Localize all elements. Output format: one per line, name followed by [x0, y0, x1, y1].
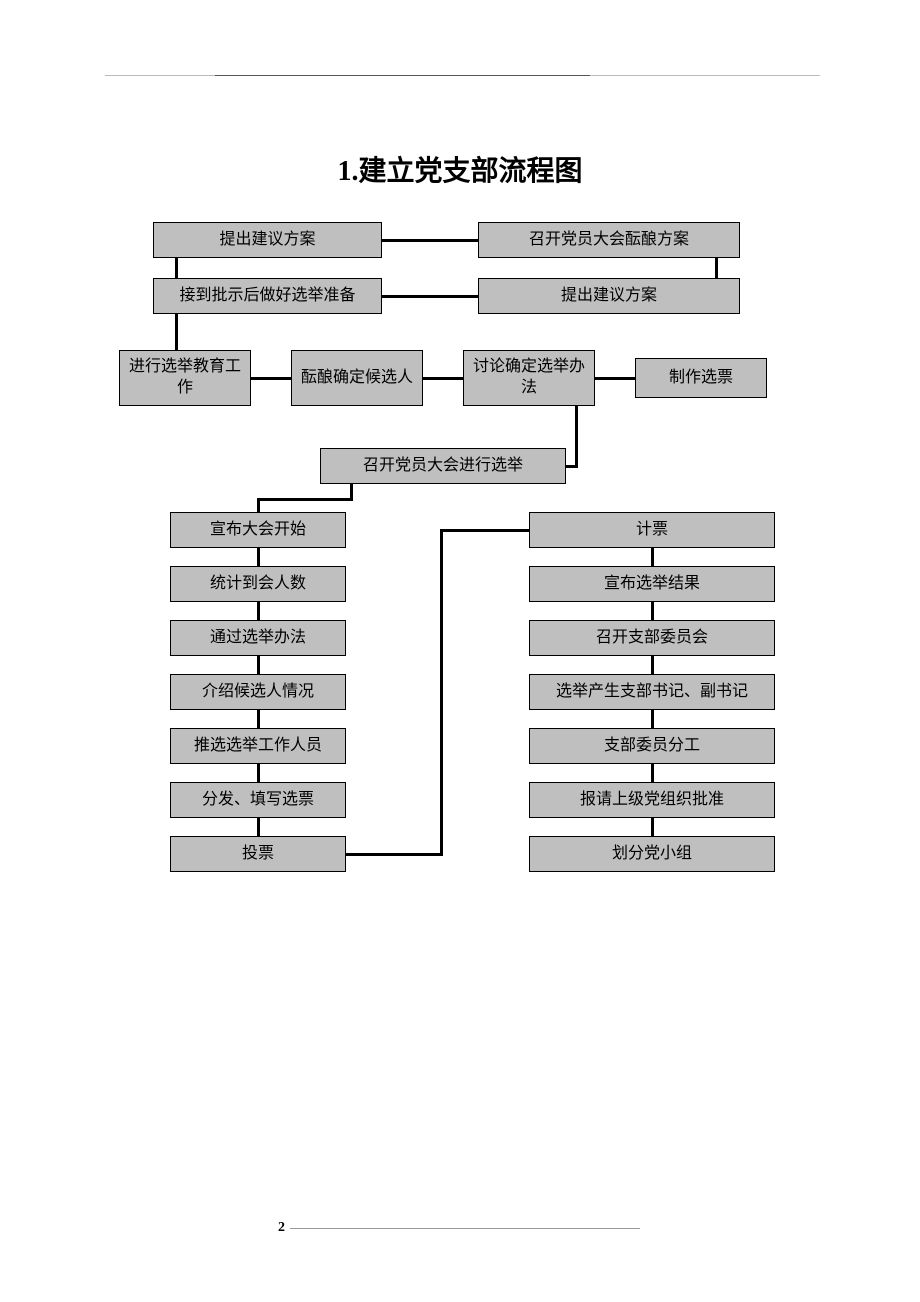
flow-edge: [575, 406, 578, 468]
flow-node-n16: 投票: [170, 836, 346, 872]
flow-edge: [715, 258, 718, 278]
flow-edge: [651, 548, 654, 566]
flow-node-n1: 提出建议方案: [153, 222, 382, 258]
flow-edge: [440, 529, 529, 532]
flow-edge: [257, 710, 260, 728]
flow-node-n23: 划分党小组: [529, 836, 775, 872]
flow-node-n10: 宣布大会开始: [170, 512, 346, 548]
flow-edge: [382, 239, 478, 242]
flow-node-n2: 召开党员大会酝酿方案: [478, 222, 740, 258]
flow-edge: [651, 602, 654, 620]
flow-node-n15: 分发、填写选票: [170, 782, 346, 818]
flow-edge: [651, 656, 654, 674]
flow-edge: [257, 548, 260, 566]
flow-edge: [257, 498, 354, 501]
flow-edge: [257, 656, 260, 674]
flow-node-n14: 推选选举工作人员: [170, 728, 346, 764]
flow-edge: [651, 818, 654, 836]
footer-page-number: 2: [278, 1220, 285, 1236]
flow-edge: [346, 853, 443, 856]
flow-node-n20: 选举产生支部书记、副书记: [529, 674, 775, 710]
flow-edge: [651, 710, 654, 728]
flow-node-n22: 报请上级党组织批准: [529, 782, 775, 818]
footer-line: [290, 1228, 640, 1229]
flow-node-n17: 计票: [529, 512, 775, 548]
flow-node-n19: 召开支部委员会: [529, 620, 775, 656]
flow-edge: [595, 377, 635, 380]
flow-edge: [257, 498, 260, 512]
flow-edge: [175, 314, 178, 350]
flow-node-n8: 制作选票: [635, 358, 767, 398]
flow-edge: [350, 484, 353, 498]
header-line-right: [590, 75, 820, 76]
flow-edge: [440, 529, 443, 856]
flow-edge: [566, 465, 578, 468]
flow-edge: [257, 818, 260, 836]
flow-edge: [175, 258, 178, 278]
flow-node-n5: 进行选举教育工作: [119, 350, 251, 406]
flow-edge: [257, 764, 260, 782]
flow-edge: [651, 764, 654, 782]
flow-node-n3: 接到批示后做好选举准备: [153, 278, 382, 314]
flow-node-n11: 统计到会人数: [170, 566, 346, 602]
flow-node-n12: 通过选举办法: [170, 620, 346, 656]
flow-node-n13: 介绍候选人情况: [170, 674, 346, 710]
flow-node-n4: 提出建议方案: [478, 278, 740, 314]
flow-node-n18: 宣布选举结果: [529, 566, 775, 602]
flow-edge: [257, 602, 260, 620]
flow-node-n7: 讨论确定选举办法: [463, 350, 595, 406]
flow-node-n21: 支部委员分工: [529, 728, 775, 764]
header-line-left: [105, 75, 215, 76]
page-title: 1.建立党支部流程图: [0, 149, 920, 189]
header-line-mid: [215, 75, 590, 76]
flow-node-n6: 酝酿确定候选人: [291, 350, 423, 406]
flow-edge: [382, 295, 478, 298]
flow-node-n9: 召开党员大会进行选举: [320, 448, 566, 484]
flow-edge: [251, 377, 291, 380]
flow-edge: [423, 377, 463, 380]
